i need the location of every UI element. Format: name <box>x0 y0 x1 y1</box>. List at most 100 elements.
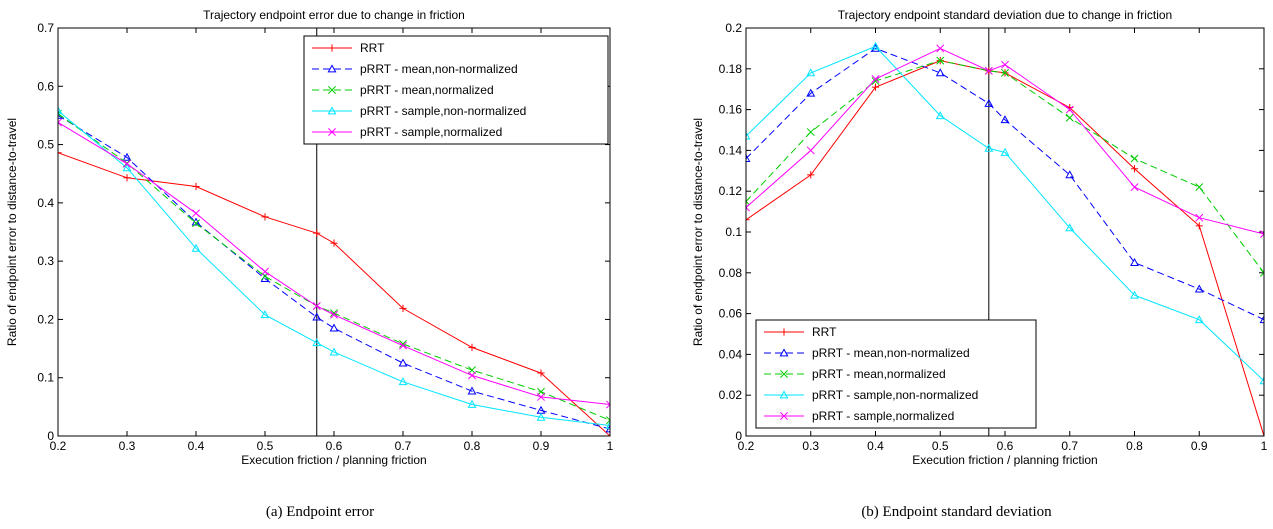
data-point <box>398 358 408 367</box>
x-tick-label: 0.6 <box>997 439 1014 453</box>
series-line <box>746 47 1264 235</box>
x-tick-label: 0.7 <box>1061 439 1078 453</box>
data-point <box>122 163 132 172</box>
series-2 <box>58 109 610 425</box>
data-point <box>984 98 994 107</box>
x-tick-label: 0.8 <box>464 439 481 453</box>
series-line <box>58 152 610 436</box>
legend-label: pRRT - mean,non-normalized <box>360 62 518 76</box>
y-axis-label: Ratio of endpoint error to distance-to-t… <box>5 118 19 346</box>
series-line <box>746 47 1264 321</box>
legend-label: pRRT - mean,normalized <box>360 83 494 97</box>
y-tick-label: 0.08 <box>719 266 743 280</box>
data-point <box>806 146 815 155</box>
y-tick-label: 0.06 <box>719 307 743 321</box>
chart-title: Trajectory endpoint error due to change … <box>203 8 465 22</box>
data-point <box>330 310 338 319</box>
data-point <box>123 174 131 182</box>
data-point <box>261 267 269 276</box>
data-point <box>192 219 200 228</box>
data-point <box>467 399 477 408</box>
y-tick-label: 0.5 <box>37 138 54 152</box>
data-point <box>871 41 880 50</box>
x-tick-label: 0.4 <box>188 439 205 453</box>
data-point <box>329 323 339 332</box>
y-tick-label: 0.16 <box>719 103 743 117</box>
x-axis-label: Execution friction / planning friction <box>241 453 426 467</box>
data-point <box>330 239 338 247</box>
legend-label: RRT <box>360 41 385 55</box>
data-point <box>58 106 63 115</box>
y-tick-label: 0.04 <box>719 347 743 361</box>
data-point <box>1001 60 1009 69</box>
series-line <box>746 45 1264 382</box>
data-point <box>192 209 200 218</box>
legend-label: pRRT - sample,non-normalized <box>812 388 978 402</box>
plot-area <box>57 27 611 437</box>
legend-label: pRRT - sample,normalized <box>812 409 954 423</box>
y-tick-label: 0.12 <box>719 184 743 198</box>
series-line <box>58 121 610 405</box>
y-axis-label: Ratio of endpoint error to distance-to-t… <box>691 118 705 346</box>
data-point <box>467 386 477 395</box>
plot-area <box>745 27 1265 437</box>
data-point <box>746 131 751 140</box>
data-point <box>1260 230 1264 238</box>
data-point <box>1000 147 1010 156</box>
data-point <box>1001 68 1009 77</box>
data-point <box>312 312 322 321</box>
x-tick-label: 0.2 <box>738 439 755 453</box>
data-point <box>261 213 269 221</box>
series-line <box>58 110 610 426</box>
data-point <box>1194 284 1204 293</box>
data-point <box>1130 290 1139 299</box>
x-tick-label: 0.3 <box>119 439 136 453</box>
series-1 <box>58 110 610 433</box>
data-point <box>58 118 62 127</box>
data-point <box>1260 268 1264 277</box>
data-point <box>537 392 545 401</box>
data-point <box>806 68 816 77</box>
data-point <box>806 88 816 97</box>
data-point <box>122 152 132 161</box>
data-point <box>123 159 131 168</box>
y-tick-label: 0.7 <box>37 21 54 35</box>
y-tick-label: 0.6 <box>37 79 54 93</box>
data-point <box>871 75 880 83</box>
legend-marker <box>780 412 788 420</box>
y-tick-label: 0.1 <box>37 371 54 385</box>
series-3 <box>746 41 1264 385</box>
data-point <box>871 83 880 91</box>
data-point <box>1195 183 1204 192</box>
series-4 <box>746 44 1264 238</box>
chart-endpoint-error: Trajectory endpoint error due to change … <box>5 8 614 467</box>
data-point <box>746 203 750 212</box>
legend-marker <box>779 390 789 399</box>
x-tick-label: 0.2 <box>50 439 67 453</box>
series-line <box>58 113 610 421</box>
x-tick-label: 0.5 <box>932 439 949 453</box>
data-point <box>935 111 945 120</box>
caption-a: (a) Endpoint error <box>265 504 375 520</box>
data-point <box>746 216 750 224</box>
caption-b: (b) Endpoint standard deviation <box>861 504 1052 520</box>
series-3 <box>58 106 610 429</box>
data-point <box>1195 213 1204 222</box>
data-point <box>605 420 610 429</box>
data-point <box>398 377 408 386</box>
legend: RRT pRRT - mean,non-normalized pRRT - mean… <box>303 35 609 145</box>
legend-label: pRRT - mean,non-normalized <box>812 346 970 360</box>
data-point <box>1130 183 1139 192</box>
data-point <box>1065 113 1074 122</box>
y-tick-label: 0.18 <box>719 62 743 76</box>
data-point <box>871 77 880 85</box>
data-point <box>984 143 994 152</box>
chart-title: Trajectory endpoint standard deviation d… <box>838 8 1172 22</box>
data-point <box>260 310 270 319</box>
data-point <box>399 341 407 350</box>
data-point <box>1259 376 1264 385</box>
legend-marker <box>328 128 336 136</box>
series-1 <box>746 43 1264 324</box>
data-point <box>807 171 815 179</box>
x-tick-label: 0.3 <box>802 439 819 453</box>
